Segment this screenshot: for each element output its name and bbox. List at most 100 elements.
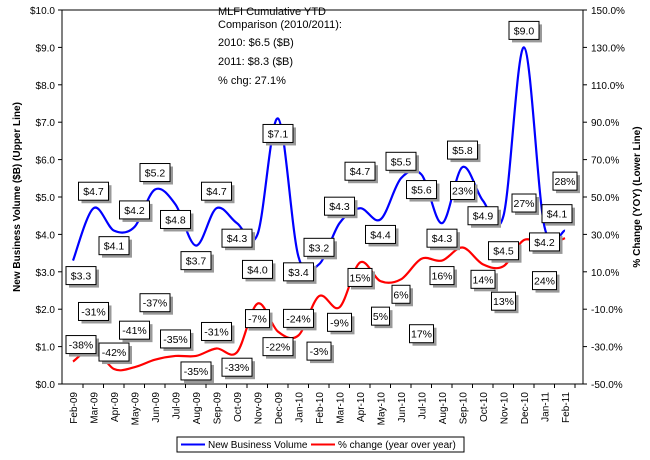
- volume-data-label: $4.7: [201, 181, 235, 204]
- label-box: [347, 267, 373, 287]
- x-tick-label: Nov-09: [254, 392, 265, 425]
- label-text: 16%: [431, 271, 452, 283]
- label-text: $4.7: [83, 186, 104, 198]
- volume-data-label: $4.1: [541, 204, 575, 226]
- y2-tick-label: 110.0%: [591, 81, 624, 92]
- label-box: [529, 232, 560, 252]
- x-tick-label: Nov-10: [500, 392, 511, 425]
- label-text: $4.1: [547, 209, 568, 221]
- pct-data-label: 14%: [470, 269, 498, 292]
- y2-tick-label: -30.0%: [591, 343, 623, 354]
- y-tick-label: $8.0: [36, 81, 56, 92]
- label-box: [242, 259, 273, 279]
- label-box: [552, 171, 578, 191]
- annotation-title: MLFI Cumulative YTD Comparison (2010/201…: [218, 6, 342, 31]
- pct-data-label: 13%: [491, 291, 519, 314]
- label-text: -7%: [248, 314, 267, 326]
- label-box: [221, 228, 253, 248]
- label-text: $3.2: [309, 242, 330, 254]
- label-box: [470, 269, 496, 289]
- label-text: 13%: [493, 296, 514, 308]
- annotation-2011: 2011: $8.3 ($B): [218, 56, 294, 68]
- label-box: [78, 301, 109, 321]
- pct-data-label: 24%: [532, 271, 560, 293]
- label-box: [306, 341, 332, 361]
- pct-data-label: -31%: [201, 321, 235, 344]
- label-box: [488, 241, 519, 261]
- y-tick-label: $10.0: [30, 6, 55, 17]
- x-tick-label: Jan-10: [295, 392, 306, 423]
- volume-data-label: $4.7: [78, 181, 112, 204]
- label-text: 6%: [393, 289, 408, 301]
- pct-data-label: -7%: [245, 309, 273, 331]
- label-box: [139, 293, 171, 313]
- x-tick-label: Oct-10: [479, 392, 490, 422]
- volume-data-label: $5.8: [447, 140, 481, 163]
- label-text: 15%: [349, 272, 370, 284]
- volume-data-label: $9.0: [508, 20, 542, 43]
- y2-tick-label: 130.0%: [591, 43, 625, 54]
- pct-data-label: -35%: [160, 329, 194, 351]
- label-box: [532, 271, 557, 291]
- volume-data-label: $3.4: [283, 262, 317, 284]
- volume-data-label: $4.4: [365, 224, 399, 247]
- label-box: [180, 361, 212, 381]
- x-tick-label: Sep-09: [213, 392, 224, 425]
- label-box: [98, 342, 130, 362]
- label-box: [180, 251, 212, 271]
- label-text: 17%: [411, 329, 432, 341]
- label-text: $4.2: [534, 237, 555, 249]
- y2-tick-label: 150.0%: [591, 6, 625, 17]
- label-box: [324, 196, 355, 216]
- label-text: -31%: [81, 306, 106, 318]
- volume-data-label: $4.0: [242, 259, 276, 282]
- label-box: [327, 312, 352, 332]
- y2-tick-label: 70.0%: [591, 156, 619, 167]
- label-text: $4.7: [350, 166, 371, 178]
- label-text: $5.5: [391, 156, 412, 168]
- label-text: 14%: [472, 274, 493, 286]
- y-tick-label: $5.0: [36, 193, 56, 204]
- label-box: [160, 329, 191, 349]
- label-text: $9.0: [514, 25, 535, 37]
- label-box: [262, 123, 294, 143]
- label-box: [450, 180, 475, 200]
- volume-data-label: $4.2: [529, 232, 563, 254]
- label-text: -33%: [225, 362, 250, 374]
- label-box: [429, 266, 455, 286]
- label-text: -24%: [286, 313, 311, 325]
- label-box: [201, 321, 232, 341]
- label-box: [491, 291, 516, 311]
- pct-data-label: -3%: [306, 341, 334, 364]
- legend-label: New Business Volume: [208, 440, 308, 451]
- x-tick-label: May-09: [131, 392, 142, 426]
- x-tick-label: Feb-11: [561, 392, 572, 423]
- pct-data-label: 28%: [552, 171, 580, 194]
- label-text: $5.6: [411, 185, 432, 197]
- volume-data-label: $4.8: [160, 209, 194, 232]
- legend-label: % change (year over year): [338, 440, 456, 451]
- x-tick-label: May-10: [377, 392, 388, 426]
- volume-data-label: $5.6: [406, 180, 440, 202]
- label-box: [447, 140, 478, 160]
- label-text: $4.7: [206, 186, 227, 198]
- annotation-pct-change: % chg: 27.1%: [218, 75, 286, 87]
- x-tick-label: Mar-09: [90, 392, 101, 424]
- label-text: -42%: [102, 347, 127, 359]
- label-text: -38%: [69, 340, 94, 352]
- pct-data-label: -22%: [262, 337, 296, 359]
- x-tick-label: Oct-09: [233, 392, 244, 422]
- label-box: [303, 237, 335, 257]
- label-text: $4.8: [165, 214, 186, 226]
- label-text: $5.2: [145, 168, 166, 180]
- y2-tick-label: 10.0%: [591, 268, 619, 279]
- pct-data-label: -31%: [78, 301, 112, 324]
- label-text: $4.9: [473, 211, 494, 223]
- label-box: [98, 236, 130, 256]
- label-text: $4.4: [370, 229, 391, 241]
- volume-data-label: $4.2: [119, 200, 153, 222]
- y-tick-label: $4.0: [36, 230, 56, 241]
- label-text: $4.1: [104, 241, 125, 253]
- pct-data-label: -35%: [180, 361, 214, 383]
- label-box: [139, 163, 171, 183]
